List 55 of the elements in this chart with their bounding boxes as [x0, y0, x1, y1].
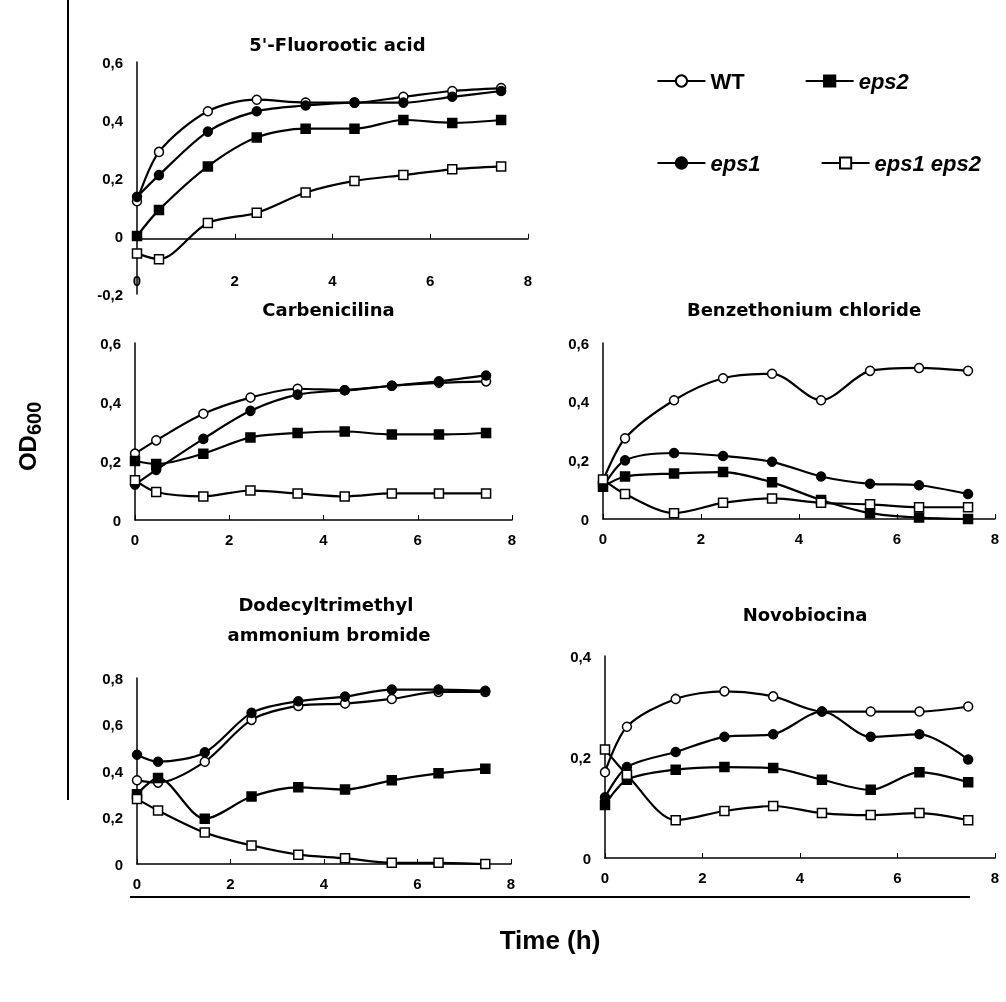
chart-title: Carbenicilina: [262, 298, 395, 320]
x-tick-label: 8: [506, 875, 516, 892]
legend-label: eps2: [858, 68, 910, 94]
x-tick-label: 8: [990, 530, 1000, 547]
x-tick-label: 4: [328, 271, 338, 289]
x-tick-label: 0: [598, 530, 608, 547]
y-tick-label: 0,4: [102, 111, 124, 129]
chart-title: Novobiocina: [742, 603, 868, 625]
y-tick-label: 0: [582, 849, 591, 867]
chart-title: 5'-Fluorootic acid: [249, 33, 426, 55]
chart-title: Dodecyltrimethyl ammonium bromide: [227, 593, 431, 645]
x-tick-label: 2: [696, 530, 706, 547]
x-tick-label: 6: [426, 271, 435, 289]
x-tick-label: 0: [600, 869, 610, 886]
x-tick-label: 8: [507, 531, 517, 548]
x-tick-label: 8: [523, 271, 533, 289]
x-axis-title: Time (h): [498, 925, 602, 956]
x-tick-label: 8: [990, 869, 1000, 886]
y-tick-label: 0,4: [102, 762, 124, 780]
x-tick-label: 2: [225, 531, 234, 548]
y-tick-label: 0: [114, 855, 123, 873]
x-tick-label: 6: [413, 875, 422, 892]
x-tick-label: 6: [893, 869, 902, 886]
y-tick-label: 0,4: [100, 393, 122, 411]
x-tick-label: 4: [795, 869, 805, 886]
y-tick-label: 0,6: [102, 53, 123, 71]
chart-title: Benzethonium chloride: [686, 298, 922, 320]
x-tick-label: 6: [413, 531, 422, 548]
x-tick-label: 4: [319, 875, 329, 892]
legend-label: eps1: [710, 150, 761, 176]
y-tick-label: 0,2: [568, 451, 589, 469]
y-tick-label: 0,6: [568, 334, 589, 352]
y-tick-label: 0,2: [570, 748, 591, 766]
y-tick-label: 0,4: [568, 393, 590, 411]
x-tick-label: 4: [319, 531, 329, 548]
y-tick-label: 0,2: [102, 169, 123, 187]
y-tick-label: 0,2: [100, 452, 121, 470]
x-tick-label: 2: [230, 271, 239, 289]
y-tick-label: -0,2: [97, 285, 123, 303]
x-tick-label: 4: [794, 530, 804, 547]
x-tick-label: 0: [132, 875, 142, 892]
y-tick-label: 0,6: [100, 334, 121, 352]
x-tick-label: 2: [226, 875, 235, 892]
x-tick-label: 6: [892, 530, 902, 547]
y-tick-label: 0: [112, 511, 121, 529]
y-tick-label: 0,8: [102, 669, 123, 687]
x-tick-label: 0: [130, 531, 140, 548]
y-tick-label: 0: [580, 510, 589, 528]
x-tick-label: 2: [698, 869, 707, 886]
y-tick-label: 0,4: [570, 647, 592, 665]
y-tick-label: 0,2: [102, 809, 123, 826]
y-tick-label: 0,6: [102, 716, 123, 733]
legend-label: WT: [710, 68, 746, 94]
legend-label: eps1 eps2: [874, 150, 982, 176]
y-tick-label: 0: [114, 227, 123, 245]
